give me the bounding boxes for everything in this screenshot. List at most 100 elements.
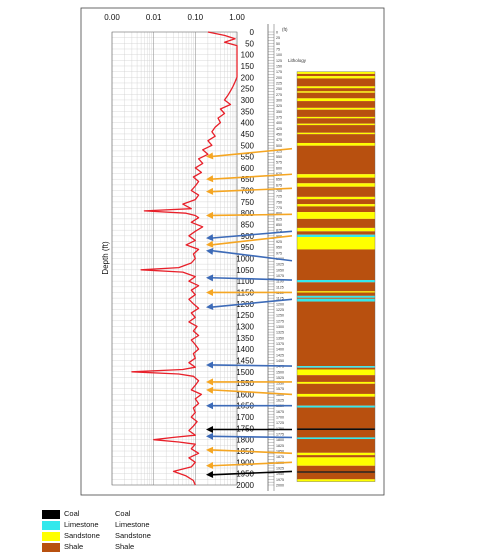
depth-tick-label: 2000	[236, 481, 254, 490]
litho-shale	[297, 88, 375, 91]
litho-sandstone	[297, 108, 375, 110]
depth-tick-label: 250	[241, 85, 255, 94]
legend-label: Limestone	[64, 520, 99, 529]
depth-tick-label: 100	[241, 51, 255, 60]
litho-shale	[297, 302, 375, 367]
litho-sandstone	[297, 212, 375, 219]
depth-tick-label: 50	[245, 39, 254, 48]
litho-limestone	[297, 280, 375, 282]
legend-label: Sandstone	[64, 531, 100, 540]
legend-swatch-coal	[42, 510, 60, 519]
ruler-label: 25	[276, 36, 280, 40]
ruler-label: 1225	[276, 308, 284, 312]
depth-tick-label: 1400	[236, 345, 254, 354]
litho-sandstone	[297, 174, 375, 177]
ruler-label: 775	[276, 206, 282, 210]
litho-sandstone	[297, 453, 375, 455]
x-tick-label: 1.00	[229, 13, 245, 22]
legend-label-2: Sandstone	[115, 531, 151, 540]
depth-tick-label: 750	[241, 198, 255, 207]
ruler-label: 725	[276, 195, 282, 199]
depth-tick-label: 1550	[236, 379, 254, 388]
litho-sandstone	[297, 76, 375, 78]
ruler-label: 575	[276, 161, 282, 165]
ruler-label: 375	[276, 115, 282, 119]
depth-tick-label: 1450	[236, 356, 254, 365]
litho-shale	[297, 93, 375, 99]
ruler-label: 1375	[276, 342, 284, 346]
ruler-label: 750	[276, 200, 282, 204]
ruler-label: 450	[276, 132, 282, 136]
litho-sandstone	[297, 91, 375, 92]
depth-tick-label: 300	[241, 96, 255, 105]
depth-tick-label: 1300	[236, 322, 254, 331]
legend-label-2: Coal	[115, 509, 130, 518]
litho-sandstone	[297, 72, 375, 74]
ruler-label: 1925	[276, 467, 284, 471]
ruler-label: 250	[276, 87, 282, 91]
litho-sandstone	[297, 228, 375, 231]
ruler-label: 1275	[276, 319, 284, 323]
ruler-label: 0	[276, 31, 278, 35]
ruler-label: 925	[276, 240, 282, 244]
litho-shale	[297, 125, 375, 133]
litho-shale	[297, 206, 375, 212]
ruler-label: 125	[276, 59, 282, 63]
litho-shale	[297, 439, 375, 453]
ruler-label: 200	[276, 76, 282, 80]
legend-item-coal: Coal Coal	[42, 509, 242, 520]
ruler-label: 1250	[276, 314, 284, 318]
ruler-label: 1050	[276, 268, 284, 272]
litho-sandstone	[297, 133, 375, 134]
litho-shale	[297, 219, 375, 228]
depth-tick-label: 500	[241, 141, 255, 150]
litho-sandstone	[297, 369, 375, 375]
depth-tick-label: 800	[241, 209, 255, 218]
depth-tick-label: 150	[241, 62, 255, 71]
depth-tick-label: 850	[241, 221, 255, 230]
litho-shale	[297, 384, 375, 394]
log-grid	[112, 32, 237, 485]
lithology-header: Lithology	[288, 58, 307, 63]
correlation-arrow-shaft	[211, 214, 292, 215]
legend-item-limestone: Limestone Limestone	[42, 520, 242, 531]
litho-coal	[297, 471, 375, 472]
litho-limestone	[297, 235, 375, 237]
ruler-label: 975	[276, 251, 282, 255]
ruler-label: 50	[276, 42, 280, 46]
ruler-label: 1575	[276, 387, 284, 391]
ruler-label: 2000	[276, 484, 284, 488]
litho-sandstone	[297, 204, 375, 206]
ruler-label: 1400	[276, 348, 284, 352]
litho-shale	[297, 78, 375, 86]
ruler-label: 1450	[276, 359, 284, 363]
ruler-label: 1725	[276, 421, 284, 425]
depth-tick-label: 400	[241, 119, 255, 128]
litho-shale	[297, 298, 375, 299]
ruler-label: 1975	[276, 478, 284, 482]
litho-sandstone	[297, 124, 375, 125]
depth-tick-label: 950	[241, 243, 255, 252]
ruler-label: 1825	[276, 444, 284, 448]
ruler-label: 425	[276, 127, 282, 131]
x-tick-label: 0.00	[104, 13, 120, 22]
litho-shale	[297, 282, 375, 291]
litho-sandstone	[297, 291, 375, 292]
ruler-label: 1200	[276, 302, 284, 306]
litho-shale	[297, 134, 375, 143]
litho-shale	[297, 397, 375, 406]
ruler-label: 225	[276, 81, 282, 85]
ruler-label: 350	[276, 110, 282, 114]
ruler-label: 150	[276, 64, 282, 68]
litho-shale	[297, 368, 375, 370]
litho-sandstone	[297, 394, 375, 397]
litho-shale	[297, 231, 375, 234]
litho-sandstone	[297, 117, 375, 118]
legend-swatch-limestone	[42, 521, 60, 530]
litho-shale	[297, 375, 375, 382]
depth-tick-label: 450	[241, 130, 255, 139]
ruler-label: 1875	[276, 455, 284, 459]
litho-coal	[297, 428, 375, 430]
x-tick-label: 0.10	[188, 13, 204, 22]
litho-shale	[297, 430, 375, 437]
